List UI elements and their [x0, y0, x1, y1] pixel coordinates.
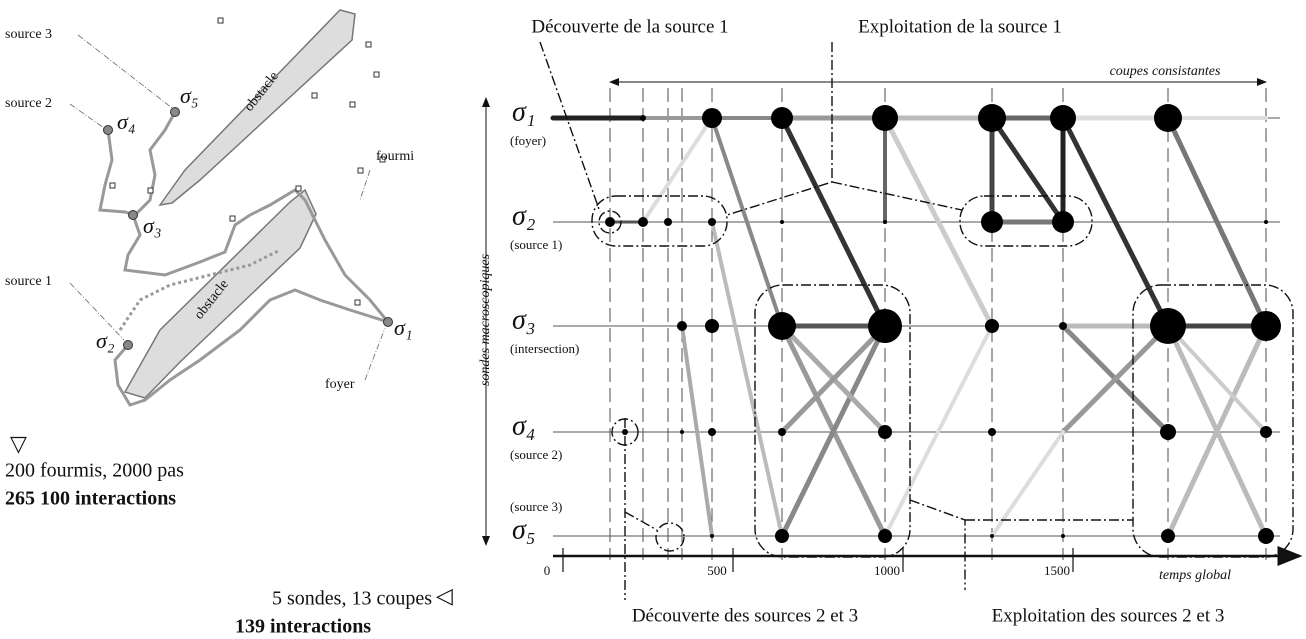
- probe-node: [702, 108, 722, 128]
- summary: 265 100 interactions: [5, 488, 176, 510]
- probe-node: [1050, 105, 1076, 131]
- sigma: σ₅: [180, 83, 199, 108]
- x-tick-label: 1000: [874, 563, 900, 578]
- probe-node: [868, 309, 902, 343]
- annotation: Exploitation des sources 2 et 3: [992, 605, 1225, 626]
- summary: 200 fourmis, 2000 pas: [5, 460, 184, 482]
- probe-node: [1160, 424, 1176, 440]
- label: source 3: [5, 27, 52, 42]
- probe-node: [883, 220, 887, 224]
- probe-node: [878, 425, 892, 439]
- x-tick-label: 500: [707, 563, 727, 578]
- probe-node: [1061, 534, 1065, 538]
- figure: source 3 source 2 source 1 fourmi foyer …: [0, 0, 1306, 639]
- probe-node: [1161, 529, 1175, 543]
- probe-node: [878, 529, 892, 543]
- sigma: σ₃: [143, 213, 162, 238]
- symbol: ◁: [436, 583, 453, 608]
- probe-node: [988, 428, 996, 436]
- label: source 2: [5, 96, 52, 111]
- probe-label: (intersection): [510, 341, 579, 356]
- annotation: coupes consistantes: [1110, 64, 1221, 79]
- interaction-edge: [1168, 326, 1266, 432]
- probe-node: [1258, 528, 1274, 544]
- summary: 139 interactions: [235, 616, 371, 638]
- probe-node: [978, 104, 1006, 132]
- probe-node: [680, 430, 684, 434]
- probe-node: [768, 312, 796, 340]
- probe-node: [778, 428, 786, 436]
- annotation: Découverte de la source 1: [531, 16, 728, 37]
- leaders: [70, 35, 385, 380]
- simulation-view: source 3 source 2 source 1 fourmi foyer …: [5, 10, 453, 638]
- probe-node: [1264, 220, 1268, 224]
- probe-name: σ₃: [512, 304, 536, 335]
- probe-node: [638, 217, 648, 227]
- probe-node: [605, 217, 615, 227]
- interaction-edge: [992, 118, 1063, 222]
- probe-node: [872, 105, 898, 131]
- probe-name: σ₄: [512, 410, 536, 441]
- symbol: ▽: [10, 431, 27, 456]
- probe-node: [708, 218, 716, 226]
- probe-node: [1052, 211, 1074, 233]
- probe-node: [1150, 308, 1186, 344]
- label: fourmi: [376, 149, 414, 164]
- interaction-edge: [643, 118, 712, 222]
- summary: 5 sondes, 13 coupes: [272, 588, 432, 610]
- probe-node: [664, 218, 672, 226]
- probe-node: [708, 428, 716, 436]
- probe-node: [1260, 426, 1272, 438]
- x-tick-label: 1500: [1044, 563, 1070, 578]
- x-tick-label: 0: [544, 563, 551, 578]
- sigma: σ₄: [117, 109, 136, 134]
- axis-label: temps global: [1159, 568, 1231, 583]
- aggregated-view: Découverte de la source 1 Exploitation d…: [478, 16, 1300, 626]
- probe-node: [775, 529, 789, 543]
- probe-name: σ₂: [512, 200, 536, 231]
- probe-node: [705, 319, 719, 333]
- probe-node: [985, 319, 999, 333]
- probe-node: [771, 107, 793, 129]
- probe-node: [1059, 322, 1067, 330]
- probe-node: [1251, 311, 1281, 341]
- label: source 1: [5, 274, 52, 289]
- probe-node: [710, 534, 714, 538]
- probe-label: (foyer): [510, 133, 546, 148]
- probe-node: [990, 534, 994, 538]
- probe-label: (source 3): [510, 499, 562, 514]
- probe-node: [677, 321, 687, 331]
- sigma: σ₁: [394, 315, 413, 340]
- probe-node: [640, 115, 646, 121]
- probe-node: [1154, 104, 1182, 132]
- probe-name: σ₅: [512, 514, 536, 545]
- interaction-edge: [682, 326, 712, 536]
- sigma: σ₂: [96, 328, 115, 353]
- probe-label: (source 1): [510, 237, 562, 252]
- label: foyer: [325, 377, 355, 392]
- probe-node: [780, 220, 784, 224]
- interaction-edge: [712, 222, 782, 536]
- probe-node: [981, 211, 1003, 233]
- interaction-edge: [885, 326, 992, 536]
- annotation: Exploitation de la source 1: [858, 16, 1062, 37]
- probe-label: (source 2): [510, 447, 562, 462]
- probe-name: σ₁: [512, 96, 536, 127]
- annotation: Découverte des sources 2 et 3: [632, 605, 858, 626]
